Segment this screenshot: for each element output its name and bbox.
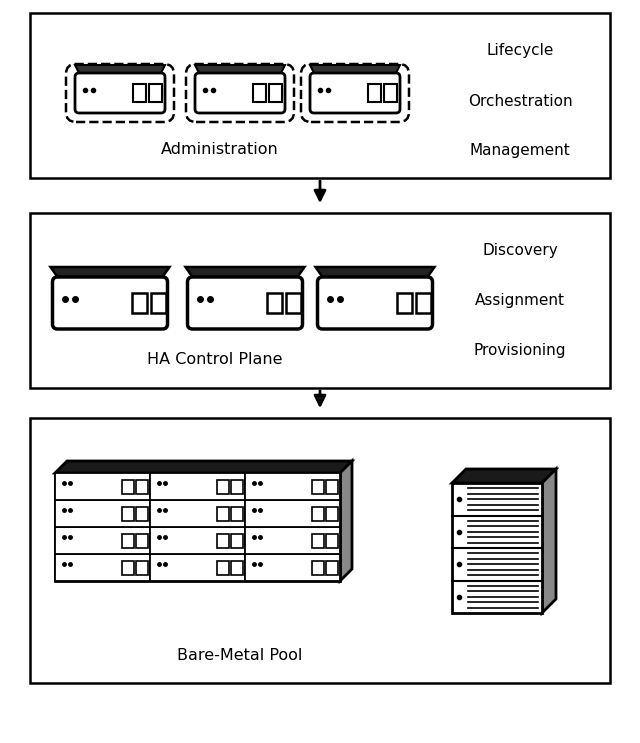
- FancyBboxPatch shape: [136, 479, 148, 493]
- FancyBboxPatch shape: [133, 84, 146, 102]
- Text: Orchestration: Orchestration: [468, 94, 572, 108]
- Polygon shape: [310, 65, 400, 73]
- FancyBboxPatch shape: [452, 483, 542, 613]
- FancyBboxPatch shape: [266, 293, 282, 313]
- FancyBboxPatch shape: [312, 560, 324, 574]
- FancyBboxPatch shape: [231, 560, 243, 574]
- FancyBboxPatch shape: [312, 533, 324, 548]
- FancyBboxPatch shape: [301, 64, 409, 122]
- FancyBboxPatch shape: [312, 479, 324, 493]
- FancyBboxPatch shape: [397, 293, 412, 313]
- FancyBboxPatch shape: [231, 533, 243, 548]
- FancyBboxPatch shape: [122, 533, 134, 548]
- Text: Administration: Administration: [161, 143, 279, 158]
- FancyBboxPatch shape: [245, 500, 340, 527]
- FancyBboxPatch shape: [217, 533, 229, 548]
- FancyBboxPatch shape: [312, 507, 324, 521]
- FancyBboxPatch shape: [149, 84, 162, 102]
- FancyBboxPatch shape: [75, 73, 165, 113]
- Polygon shape: [75, 65, 165, 73]
- Polygon shape: [452, 469, 556, 483]
- FancyBboxPatch shape: [245, 527, 340, 554]
- Polygon shape: [195, 65, 285, 73]
- FancyBboxPatch shape: [269, 84, 282, 102]
- FancyBboxPatch shape: [55, 527, 150, 554]
- FancyBboxPatch shape: [231, 507, 243, 521]
- FancyBboxPatch shape: [285, 293, 301, 313]
- FancyBboxPatch shape: [188, 277, 303, 329]
- FancyBboxPatch shape: [326, 479, 338, 493]
- FancyBboxPatch shape: [415, 293, 431, 313]
- FancyBboxPatch shape: [131, 293, 147, 313]
- FancyBboxPatch shape: [55, 473, 340, 581]
- Text: HA Control Plane: HA Control Plane: [147, 352, 283, 368]
- FancyBboxPatch shape: [245, 473, 340, 500]
- FancyBboxPatch shape: [253, 84, 266, 102]
- FancyBboxPatch shape: [55, 554, 150, 581]
- FancyBboxPatch shape: [317, 277, 433, 329]
- FancyBboxPatch shape: [150, 554, 245, 581]
- FancyBboxPatch shape: [326, 560, 338, 574]
- FancyBboxPatch shape: [122, 560, 134, 574]
- FancyBboxPatch shape: [217, 479, 229, 493]
- FancyBboxPatch shape: [217, 507, 229, 521]
- Polygon shape: [51, 267, 170, 277]
- FancyBboxPatch shape: [30, 213, 610, 388]
- Text: Discovery: Discovery: [482, 244, 558, 259]
- Text: Assignment: Assignment: [475, 293, 565, 308]
- Text: Management: Management: [470, 143, 570, 158]
- Polygon shape: [186, 267, 305, 277]
- FancyBboxPatch shape: [326, 533, 338, 548]
- FancyBboxPatch shape: [150, 473, 245, 500]
- FancyBboxPatch shape: [122, 479, 134, 493]
- FancyBboxPatch shape: [245, 554, 340, 581]
- Polygon shape: [542, 469, 556, 613]
- Polygon shape: [55, 461, 352, 473]
- Polygon shape: [316, 267, 435, 277]
- FancyBboxPatch shape: [136, 533, 148, 548]
- FancyBboxPatch shape: [30, 418, 610, 683]
- Text: Bare-Metal Pool: Bare-Metal Pool: [177, 647, 303, 663]
- FancyBboxPatch shape: [52, 277, 168, 329]
- FancyBboxPatch shape: [186, 64, 294, 122]
- FancyBboxPatch shape: [30, 13, 610, 178]
- FancyBboxPatch shape: [326, 507, 338, 521]
- FancyBboxPatch shape: [136, 560, 148, 574]
- FancyBboxPatch shape: [55, 500, 150, 527]
- FancyBboxPatch shape: [217, 560, 229, 574]
- FancyBboxPatch shape: [231, 479, 243, 493]
- Polygon shape: [340, 461, 352, 581]
- FancyBboxPatch shape: [310, 73, 400, 113]
- FancyBboxPatch shape: [66, 64, 174, 122]
- FancyBboxPatch shape: [150, 293, 166, 313]
- FancyBboxPatch shape: [122, 507, 134, 521]
- FancyBboxPatch shape: [136, 507, 148, 521]
- Text: Provisioning: Provisioning: [474, 343, 566, 359]
- FancyBboxPatch shape: [150, 527, 245, 554]
- FancyBboxPatch shape: [195, 73, 285, 113]
- FancyBboxPatch shape: [55, 473, 150, 500]
- FancyBboxPatch shape: [368, 84, 381, 102]
- FancyBboxPatch shape: [384, 84, 397, 102]
- Text: Lifecycle: Lifecycle: [486, 44, 554, 59]
- FancyBboxPatch shape: [150, 500, 245, 527]
